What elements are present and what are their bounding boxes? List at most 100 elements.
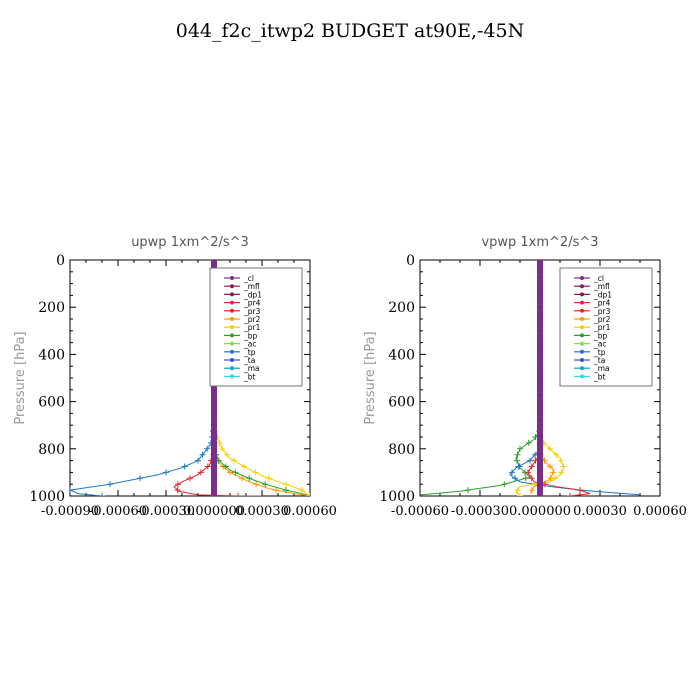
legend-label: _dp1 bbox=[243, 290, 262, 299]
data-point_bp bbox=[514, 457, 520, 464]
data-point_pr1 bbox=[224, 451, 230, 458]
data-point_cl bbox=[537, 260, 543, 263]
legend-marker bbox=[230, 284, 234, 289]
data-point_cl bbox=[211, 487, 217, 494]
data-point_cl bbox=[211, 434, 217, 440]
data-point_bp bbox=[525, 439, 532, 446]
data-point_pr3 bbox=[577, 487, 583, 494]
data-point_cl bbox=[211, 392, 217, 399]
data-point_cl bbox=[537, 274, 543, 281]
data-point_tp bbox=[509, 469, 515, 476]
legend-label: _ta bbox=[243, 356, 255, 365]
chart-title: upwp 1xm^2/s^3 bbox=[131, 235, 249, 250]
data-point_bp bbox=[517, 445, 523, 452]
legend-marker bbox=[230, 349, 234, 354]
data-point_cl bbox=[537, 380, 543, 387]
data-point_pr1 bbox=[252, 469, 259, 476]
data-point_cl bbox=[211, 386, 217, 393]
legend-marker bbox=[580, 317, 584, 321]
legend-marker bbox=[230, 366, 234, 371]
data-point_cl bbox=[537, 422, 543, 429]
legend-label: _ma bbox=[593, 364, 610, 373]
data-point_cl bbox=[537, 398, 543, 405]
data-point_cl bbox=[537, 292, 543, 299]
chart-title: vpwp 1xm^2/s^3 bbox=[481, 235, 598, 250]
data-point_cl bbox=[537, 310, 543, 317]
legend-marker bbox=[580, 300, 584, 305]
x-tick-label: -0.00090 bbox=[41, 504, 99, 519]
data-point_cl bbox=[537, 333, 543, 340]
data-point_pr3 bbox=[528, 475, 535, 482]
legend: _cl_mfl_dp1_pr4_pr3_pr2_pr1_bp_ac_tp_ta_… bbox=[209, 267, 303, 387]
legend-label: _ta bbox=[593, 356, 605, 365]
data-point_cl bbox=[537, 262, 543, 269]
y-axis-label: Pressure [hPa] bbox=[363, 331, 378, 424]
data-point_pr1 bbox=[265, 475, 272, 482]
x-tick-label: 0.00030 bbox=[573, 504, 627, 519]
data-point_cl bbox=[211, 445, 217, 452]
legend-label: _ma bbox=[243, 364, 260, 373]
data-point_pr2 bbox=[547, 463, 553, 470]
legend-label: _mfl bbox=[243, 282, 260, 291]
data-point_tp bbox=[515, 463, 522, 470]
legend-label: _pr4 bbox=[593, 299, 611, 308]
data-point_cl bbox=[537, 463, 543, 470]
data-point_cl bbox=[211, 416, 217, 423]
data-point_cl bbox=[537, 386, 543, 393]
x-tick-label: 0.00060 bbox=[283, 504, 337, 519]
data-point_bp bbox=[283, 487, 289, 494]
y-tick-label: 1000 bbox=[29, 489, 65, 505]
data-point_cl bbox=[537, 351, 543, 358]
legend-marker bbox=[580, 358, 584, 362]
x-tick-label: -0.00030 bbox=[451, 504, 509, 519]
legend-label: _tp bbox=[593, 348, 606, 357]
legend-marker bbox=[580, 308, 584, 313]
data-point_cl bbox=[537, 451, 543, 458]
data-point_pr2 bbox=[547, 475, 554, 482]
data-point_cl bbox=[211, 428, 217, 435]
y-tick-label: 0 bbox=[56, 253, 65, 269]
data-point_cl bbox=[537, 321, 543, 328]
data-point_bp bbox=[232, 469, 239, 476]
legend-label: _pr1 bbox=[593, 323, 611, 332]
y-tick-label: 800 bbox=[388, 442, 415, 458]
y-tick-label: 1000 bbox=[379, 489, 415, 505]
page-title: 044_f2c_itwp2 BUDGET at90E,-45N bbox=[175, 20, 525, 42]
legend-label: _ac bbox=[243, 340, 256, 349]
legend-marker bbox=[230, 317, 234, 321]
data-point_bp bbox=[501, 481, 508, 488]
y-axis-label: Pressure [hPa] bbox=[13, 331, 28, 424]
legend-marker bbox=[580, 333, 584, 338]
legend-marker bbox=[580, 366, 584, 371]
data-point_pr1 bbox=[547, 445, 553, 452]
data-point_cl bbox=[537, 416, 543, 423]
data-point_pr1 bbox=[517, 493, 523, 496]
data-point_cl bbox=[211, 262, 217, 269]
data-point_cl bbox=[537, 481, 543, 488]
chart-panel-0: upwp 1xm^2/s^3 Pressure [hPa] 0 200 400 600 80… bbox=[13, 235, 337, 519]
data-point_pr2 bbox=[239, 475, 245, 482]
x-tick-label: 0.00060 bbox=[633, 504, 687, 519]
data-point_cl bbox=[211, 260, 217, 263]
data-point_cl bbox=[211, 422, 217, 429]
legend-label: _mfl bbox=[593, 282, 610, 291]
legend-marker bbox=[230, 325, 234, 330]
legend-marker bbox=[580, 341, 584, 346]
data-point_tp bbox=[527, 457, 533, 464]
y-tick-label: 0 bbox=[406, 253, 415, 269]
data-point_pr1 bbox=[219, 445, 225, 452]
data-point_cl bbox=[537, 410, 543, 417]
legend-label: _pr2 bbox=[593, 315, 611, 324]
data-point_pr2 bbox=[529, 487, 535, 494]
legend-marker bbox=[580, 292, 584, 297]
legend-label: _bp bbox=[593, 331, 608, 340]
data-point_tp bbox=[204, 445, 211, 452]
data-point_cl bbox=[537, 469, 543, 476]
legend-label: _ac bbox=[593, 340, 606, 349]
y-tick-label: 400 bbox=[388, 347, 415, 363]
data-area bbox=[420, 260, 641, 496]
data-point_pr3 bbox=[187, 475, 193, 482]
data-point_cl bbox=[537, 404, 543, 411]
data-point_cl bbox=[211, 439, 217, 446]
